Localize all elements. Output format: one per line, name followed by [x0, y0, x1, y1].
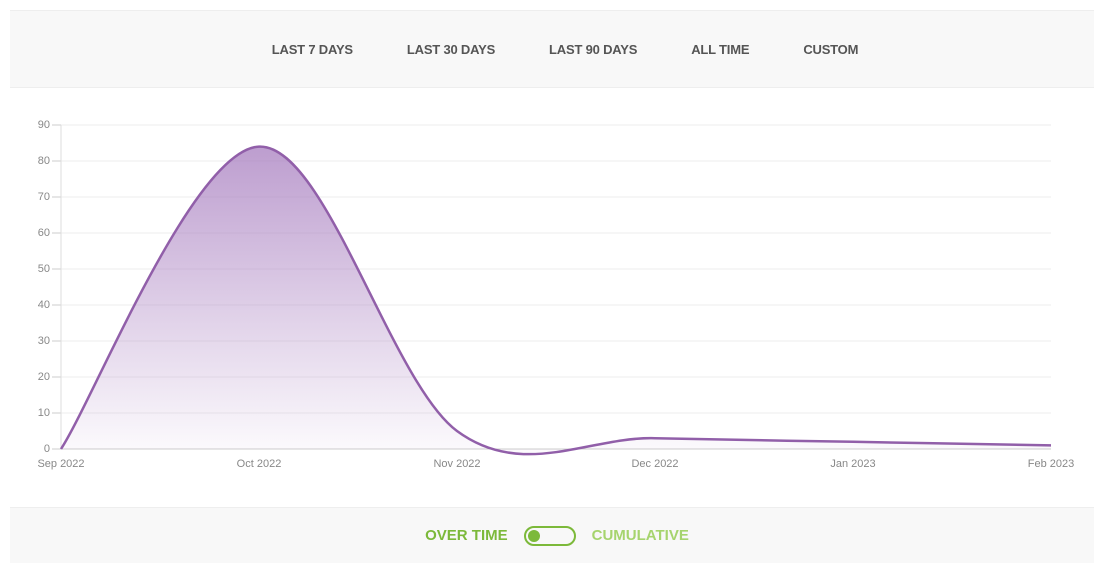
chart: 0 10 20 30 40 50 60 70 80 90 Sep 2022 Oct 2022 Nov 2… — [37, 119, 1074, 470]
y-tick-label: 20 — [38, 371, 50, 383]
tab[interactable]: CUSTOM — [803, 41, 859, 57]
x-tick-label: Feb 2023 — [1028, 458, 1074, 470]
switch[interactable] — [523, 525, 576, 546]
y-tick-label: 60 — [38, 227, 50, 239]
tab[interactable]: LAST 7 DAYS — [271, 41, 353, 57]
y-tick-label: 0 — [44, 443, 50, 455]
x-tick-label: Dec 2022 — [631, 458, 678, 470]
x-tick-label: Nov 2022 — [433, 458, 480, 470]
tab[interactable]: LAST 30 DAYS — [406, 41, 496, 57]
x-tick-label: Jan 2023 — [830, 458, 875, 470]
y-tick-label: 70 — [38, 191, 50, 203]
mode-toggle: OVER TIME CUMULATIVE — [10, 507, 1094, 563]
y-tick-label: 10 — [38, 407, 50, 419]
tab[interactable]: ALL TIME — [691, 41, 750, 57]
x-tick-label: Sep 2022 — [37, 458, 84, 470]
line — [59, 145, 1052, 456]
y-tick-label: 90 — [38, 119, 50, 131]
toggle-label[interactable]: OVER TIME — [425, 527, 508, 544]
range-tabs: LAST 7 DAYS LAST 30 DAYS LAST 90 DAYS AL… — [10, 10, 1094, 88]
y-tick-label: 40 — [38, 299, 50, 311]
tab[interactable]: LAST 90 DAYS — [549, 41, 638, 57]
toggle-label[interactable]: CUMULATIVE — [591, 527, 689, 544]
y-tick-label: 80 — [38, 155, 50, 167]
y-tick-label: 30 — [38, 335, 50, 347]
x-tick-label: Oct 2022 — [237, 458, 282, 470]
switch-knob — [527, 529, 540, 542]
y-tick-label: 50 — [38, 263, 50, 275]
area — [61, 146, 1051, 455]
